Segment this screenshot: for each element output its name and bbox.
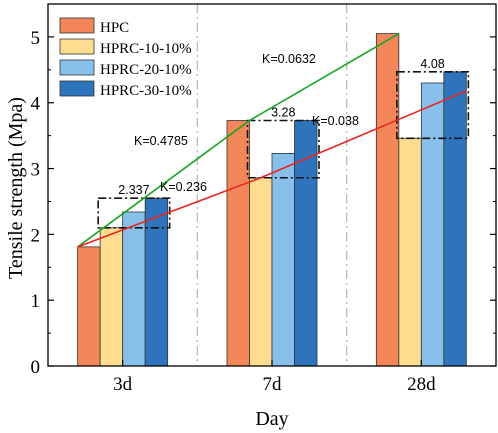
legend-swatch-4: [59, 80, 95, 97]
trend-lines: [77, 32, 467, 248]
trend-line-1: [77, 32, 400, 248]
y-tick-label: 3: [31, 160, 41, 181]
bar-7d-series-3: [271, 153, 295, 367]
range-box-7d: [246, 119, 320, 179]
legend-label-3: HPRC-20-10%: [100, 62, 192, 78]
slope-label-2-2: K=0.038: [312, 114, 359, 128]
bar-3d-series-3: [122, 211, 146, 367]
range-label-3d: 2.337: [118, 183, 149, 197]
range-label-7d: 3.28: [271, 105, 295, 119]
x-axis-label: Day: [255, 408, 288, 430]
y-tick-label: 0: [31, 357, 41, 378]
legend-swatch-2: [59, 38, 95, 55]
bar-7d-series-2: [249, 177, 273, 367]
x-tick-label-28d: 28d: [407, 374, 436, 395]
x-tick-label-7d: 7d: [263, 374, 283, 395]
bar-3d-series-2: [99, 227, 124, 367]
bar-7d-series-4: [294, 120, 318, 367]
bar-3d-series-1: [77, 246, 101, 367]
legend-label-1: HPC: [100, 20, 129, 36]
legend-label-4: HPRC-30-10%: [100, 83, 192, 99]
y-tick-label: 1: [31, 291, 41, 312]
y-tick-label: 5: [31, 28, 41, 49]
y-axis-label: Tensile strength (Mpa): [5, 97, 27, 279]
bar-28d-series-1: [375, 33, 400, 367]
legend-swatch-1: [59, 17, 95, 34]
slope-label-1-1: K=0.4785: [134, 134, 188, 148]
legend-swatch-3: [59, 59, 95, 76]
trend-line-2: [77, 90, 467, 248]
bar-3d-series-4: [144, 197, 169, 367]
annotation-labels: 2.337 3.28 4.08 K=0.4785 K=0.0632 K=0.236 K=0.…: [118, 52, 445, 197]
bar-28d-series-4: [443, 71, 467, 367]
legend: HPC HPRC-10-10% HPRC-20-10% HPRC-30-10%: [59, 17, 192, 99]
range-label-28d: 4.08: [420, 57, 444, 71]
slope-label-2-1: K=0.236: [160, 180, 207, 194]
bar-7d-series-1: [226, 120, 250, 367]
bar-28d-series-2: [398, 137, 422, 367]
y-tick-label: 4: [31, 94, 41, 115]
x-tick-label-3d: 3d: [113, 374, 133, 395]
axes: 0 1 2 3 4 5 3d 7d 28d: [31, 3, 497, 395]
bar-28d-series-3: [420, 82, 445, 367]
legend-label-2: HPRC-10-10%: [100, 41, 192, 57]
slope-label-1-2: K=0.0632: [262, 52, 316, 66]
y-tick-label: 2: [31, 225, 41, 246]
range-box-28d: [396, 70, 470, 140]
bars: [77, 33, 467, 367]
